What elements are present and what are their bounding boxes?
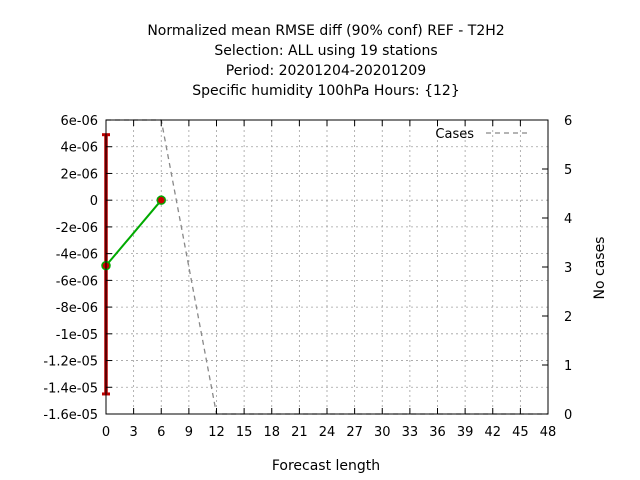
diff-point bbox=[156, 195, 166, 205]
y-tick-label: 4e-06 bbox=[60, 141, 98, 156]
x-tick-label: 36 bbox=[429, 425, 446, 440]
title-line: Selection: ALL using 19 stations bbox=[214, 43, 437, 59]
title-line: Specific humidity 100hPa Hours: {12} bbox=[192, 83, 459, 99]
grid bbox=[106, 120, 548, 414]
y-tick-label: -1e-05 bbox=[56, 328, 98, 343]
diff-line bbox=[105, 199, 163, 267]
x-tick-label: 12 bbox=[208, 425, 225, 440]
y-tick-label: -4e-06 bbox=[56, 248, 98, 263]
x-axis-label: Forecast length bbox=[272, 458, 380, 474]
y2-tick-label: 4 bbox=[564, 212, 572, 227]
y-tick-label: -2e-06 bbox=[56, 221, 98, 236]
y2-tick-label: 5 bbox=[564, 163, 572, 178]
title-line: Normalized mean RMSE diff (90% conf) REF… bbox=[147, 23, 504, 39]
y-tick-label: -1.2e-05 bbox=[43, 355, 98, 370]
x-tick-label: 42 bbox=[484, 425, 501, 440]
y2-tick-label: 3 bbox=[564, 261, 572, 276]
x-tick-label: 15 bbox=[236, 425, 253, 440]
y-tick-label: 2e-06 bbox=[60, 167, 98, 182]
y-tick-label: -6e-06 bbox=[56, 274, 98, 289]
x-tick-label: 45 bbox=[512, 425, 529, 440]
x-tick-label: 21 bbox=[291, 425, 308, 440]
x-tick-label: 6 bbox=[157, 425, 165, 440]
title-line: Period: 20201204-20201209 bbox=[226, 63, 426, 79]
x-tick-label: 48 bbox=[540, 425, 557, 440]
y-tick-label: -8e-06 bbox=[56, 301, 98, 316]
x-tick-label: 9 bbox=[185, 425, 193, 440]
x-tick-label: 3 bbox=[129, 425, 137, 440]
y-tick-label: 0 bbox=[90, 194, 98, 209]
x-tick-label: 24 bbox=[319, 425, 336, 440]
y-tick-label: -1.4e-05 bbox=[43, 381, 98, 396]
x-tick-label: 30 bbox=[374, 425, 391, 440]
chart-title: Normalized mean RMSE diff (90% conf) REF… bbox=[147, 23, 504, 99]
y2-tick-label: 1 bbox=[564, 359, 572, 374]
x-tick-label: 33 bbox=[402, 425, 419, 440]
legend-label-cases: Cases bbox=[435, 127, 474, 142]
y-tick-label: 6e-06 bbox=[60, 114, 98, 129]
y2-tick-label: 2 bbox=[564, 310, 572, 325]
y2-tick-label: 6 bbox=[564, 114, 572, 129]
y-tick-label: -1.6e-05 bbox=[43, 408, 98, 423]
x-tick-label: 18 bbox=[263, 425, 280, 440]
legend: Cases bbox=[435, 127, 530, 142]
x-tick-label: 27 bbox=[346, 425, 363, 440]
x-tick-label: 39 bbox=[457, 425, 474, 440]
x-tick-label: 0 bbox=[102, 425, 110, 440]
y2-tick-label: 0 bbox=[564, 408, 572, 423]
y2-axis-label: No cases bbox=[592, 237, 608, 300]
axis-ticks: 0 3 6 9 12 15 18 21 24 27 30 33 36 39 42 45 486e-064e-06… bbox=[43, 114, 572, 440]
